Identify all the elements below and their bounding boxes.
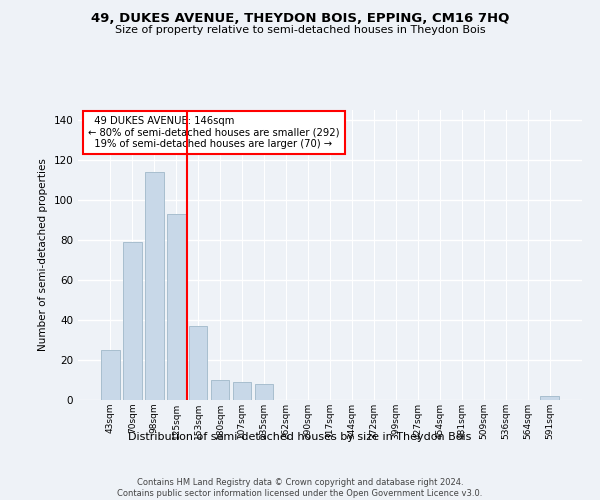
- Bar: [541, 396, 559, 400]
- Text: 49 DUKES AVENUE: 146sqm
← 80% of semi-detached houses are smaller (292)
  19% of: 49 DUKES AVENUE: 146sqm ← 80% of semi-de…: [88, 116, 340, 149]
- Text: Size of property relative to semi-detached houses in Theydon Bois: Size of property relative to semi-detach…: [115, 25, 485, 35]
- Bar: [255, 384, 274, 400]
- Bar: [101, 350, 119, 400]
- Bar: [145, 172, 164, 400]
- Y-axis label: Number of semi-detached properties: Number of semi-detached properties: [38, 158, 48, 352]
- Bar: [233, 382, 251, 400]
- Bar: [211, 380, 229, 400]
- Text: Contains HM Land Registry data © Crown copyright and database right 2024.
Contai: Contains HM Land Registry data © Crown c…: [118, 478, 482, 498]
- Bar: [167, 214, 185, 400]
- Text: Distribution of semi-detached houses by size in Theydon Bois: Distribution of semi-detached houses by …: [128, 432, 472, 442]
- Text: 49, DUKES AVENUE, THEYDON BOIS, EPPING, CM16 7HQ: 49, DUKES AVENUE, THEYDON BOIS, EPPING, …: [91, 12, 509, 26]
- Bar: [189, 326, 208, 400]
- Bar: [123, 242, 142, 400]
